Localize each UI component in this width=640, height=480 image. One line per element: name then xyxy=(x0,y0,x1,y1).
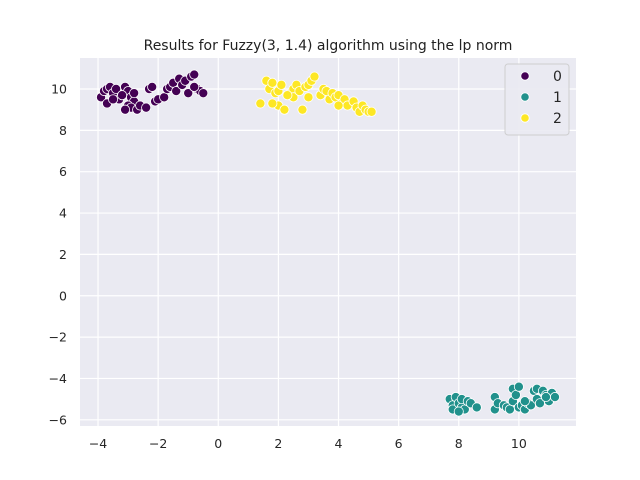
legend-marker-0 xyxy=(520,71,530,81)
series-1-point xyxy=(471,402,482,413)
series-1-point xyxy=(453,406,464,417)
x-axis-tick-labels: −4 −2 0 2 4 6 8 10 xyxy=(89,436,527,451)
x-tick-label: 6 xyxy=(395,436,403,451)
y-tick-label: 2 xyxy=(59,247,67,262)
series-2-point xyxy=(276,79,287,90)
x-tick-label: −2 xyxy=(149,436,167,451)
legend-label-0: 0 xyxy=(553,69,562,85)
series-0-point xyxy=(147,81,158,92)
series-0-point xyxy=(129,88,140,99)
x-tick-label: 2 xyxy=(274,436,282,451)
series-1-point xyxy=(549,392,560,403)
series-2-point xyxy=(282,90,293,101)
y-tick-label: −2 xyxy=(49,330,67,345)
series-0-point xyxy=(159,92,170,103)
series-2-point xyxy=(255,98,266,109)
series-2-point xyxy=(309,71,320,82)
plot-area xyxy=(80,58,576,426)
legend-label-1: 1 xyxy=(553,90,562,106)
y-tick-label: −6 xyxy=(49,412,67,427)
series-2-point xyxy=(297,104,308,115)
y-tick-label: 8 xyxy=(59,123,67,138)
series-0-point xyxy=(198,88,209,99)
series-2-point xyxy=(267,77,278,88)
legend: 0 1 2 xyxy=(504,63,570,136)
legend-marker-2 xyxy=(520,113,530,123)
series-2-point xyxy=(279,104,290,115)
series-0-point xyxy=(189,81,200,92)
series-1-point xyxy=(519,396,530,407)
series-1-points xyxy=(444,381,560,417)
y-tick-label: 6 xyxy=(59,164,67,179)
series-1-point xyxy=(504,404,515,415)
x-tick-label: 4 xyxy=(335,436,343,451)
x-tick-label: 10 xyxy=(511,436,527,451)
legend-marker-1 xyxy=(520,92,530,102)
series-1-point xyxy=(510,389,521,400)
series-2-point xyxy=(366,106,377,117)
series-1-point xyxy=(540,392,551,403)
legend-label-2: 2 xyxy=(553,111,562,127)
series-0-point xyxy=(171,86,182,97)
y-tick-label: −4 xyxy=(49,371,67,386)
series-0-point xyxy=(183,88,194,99)
series-2-point xyxy=(333,100,344,111)
series-1-point xyxy=(513,381,524,392)
series-0-points xyxy=(96,69,209,115)
x-tick-label: −4 xyxy=(89,436,107,451)
series-0-point xyxy=(141,102,152,113)
series-0-point xyxy=(189,69,200,80)
series-2-point xyxy=(303,92,314,103)
series-2-point xyxy=(267,98,278,109)
chart-title: Results for Fuzzy(3, 1.4) algorithm usin… xyxy=(144,38,513,54)
y-axis-tick-labels: −6 −4 −2 0 2 4 6 8 10 xyxy=(49,82,67,428)
x-tick-label: 8 xyxy=(455,436,463,451)
x-tick-label: 0 xyxy=(214,436,222,451)
series-0-point xyxy=(117,90,128,101)
series-2-points xyxy=(255,71,377,117)
y-tick-label: 0 xyxy=(59,288,67,303)
data-points xyxy=(96,69,560,417)
y-tick-label: 4 xyxy=(59,206,67,221)
y-tick-label: 10 xyxy=(51,82,67,97)
series-0-point xyxy=(120,104,131,115)
series-0-point xyxy=(108,94,119,105)
